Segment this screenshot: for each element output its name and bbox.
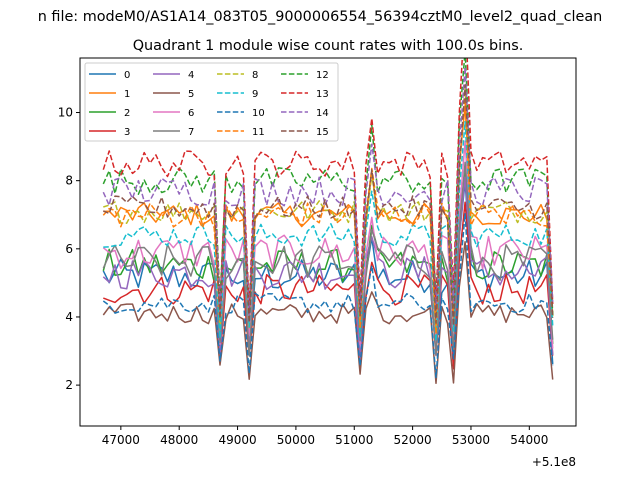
legend-label-14: 14	[316, 108, 329, 119]
x-offset-label: +5.1e8	[532, 455, 576, 469]
legend-label-6: 6	[188, 108, 194, 119]
series-line-7	[102, 161, 554, 357]
series-line-10	[102, 212, 554, 379]
legend-frame	[84, 62, 339, 142]
x-tick-label: 51000	[335, 433, 373, 447]
legend-label-9: 9	[252, 89, 258, 100]
legend-label-8: 8	[252, 70, 258, 81]
y-tick-label: 6	[65, 242, 73, 256]
y-tick-label: 10	[58, 106, 73, 120]
legend-label-10: 10	[252, 108, 265, 119]
legend-label-1: 1	[124, 89, 130, 100]
legend-label-15: 15	[316, 127, 329, 138]
legend-label-5: 5	[188, 89, 194, 100]
series-line-9	[103, 120, 554, 342]
chart-title: Quadrant 1 module wise count rates with …	[133, 38, 524, 54]
x-tick-label: 47000	[102, 433, 140, 447]
series-line-12	[102, 58, 554, 316]
x-tick-label: 48000	[160, 433, 198, 447]
legend-label-11: 11	[252, 127, 265, 138]
x-tick-label: 49000	[218, 433, 256, 447]
axes-frame	[79, 57, 577, 427]
x-tick-label: 50000	[277, 433, 315, 447]
series-line-4	[102, 176, 554, 363]
y-tick-label: 2	[65, 378, 73, 392]
y-axis: 2 4 6 8 10	[58, 106, 80, 392]
legend-label-13: 13	[316, 89, 329, 100]
x-axis: 47000 48000 49000 50000 51000 52000 53000 54000	[102, 426, 548, 447]
series-line-13	[102, 58, 554, 309]
series-line-2	[102, 167, 554, 355]
legend-label-0: 0	[124, 70, 130, 81]
series-layer	[102, 58, 554, 385]
legend-label-3: 3	[124, 127, 130, 138]
legend-label-2: 2	[124, 108, 130, 119]
legend-label-7: 7	[188, 127, 194, 138]
x-tick-label: 53000	[452, 433, 490, 447]
y-tick-label: 8	[65, 174, 73, 188]
plot-area	[79, 57, 577, 427]
legend-label-4: 4	[188, 70, 194, 81]
x-tick-label: 54000	[510, 433, 548, 447]
series-line-3	[103, 201, 554, 370]
series-line-15	[103, 84, 554, 327]
x-tick-label: 52000	[394, 433, 432, 447]
series-line-8	[103, 85, 554, 333]
y-tick-label: 4	[65, 310, 73, 324]
chart-suptitle: n file: modeM0/AS1A14_083T05_9000006554_…	[38, 9, 603, 25]
series-line-5	[102, 240, 554, 385]
legend-label-12: 12	[316, 70, 329, 81]
series-line-14	[102, 66, 554, 319]
